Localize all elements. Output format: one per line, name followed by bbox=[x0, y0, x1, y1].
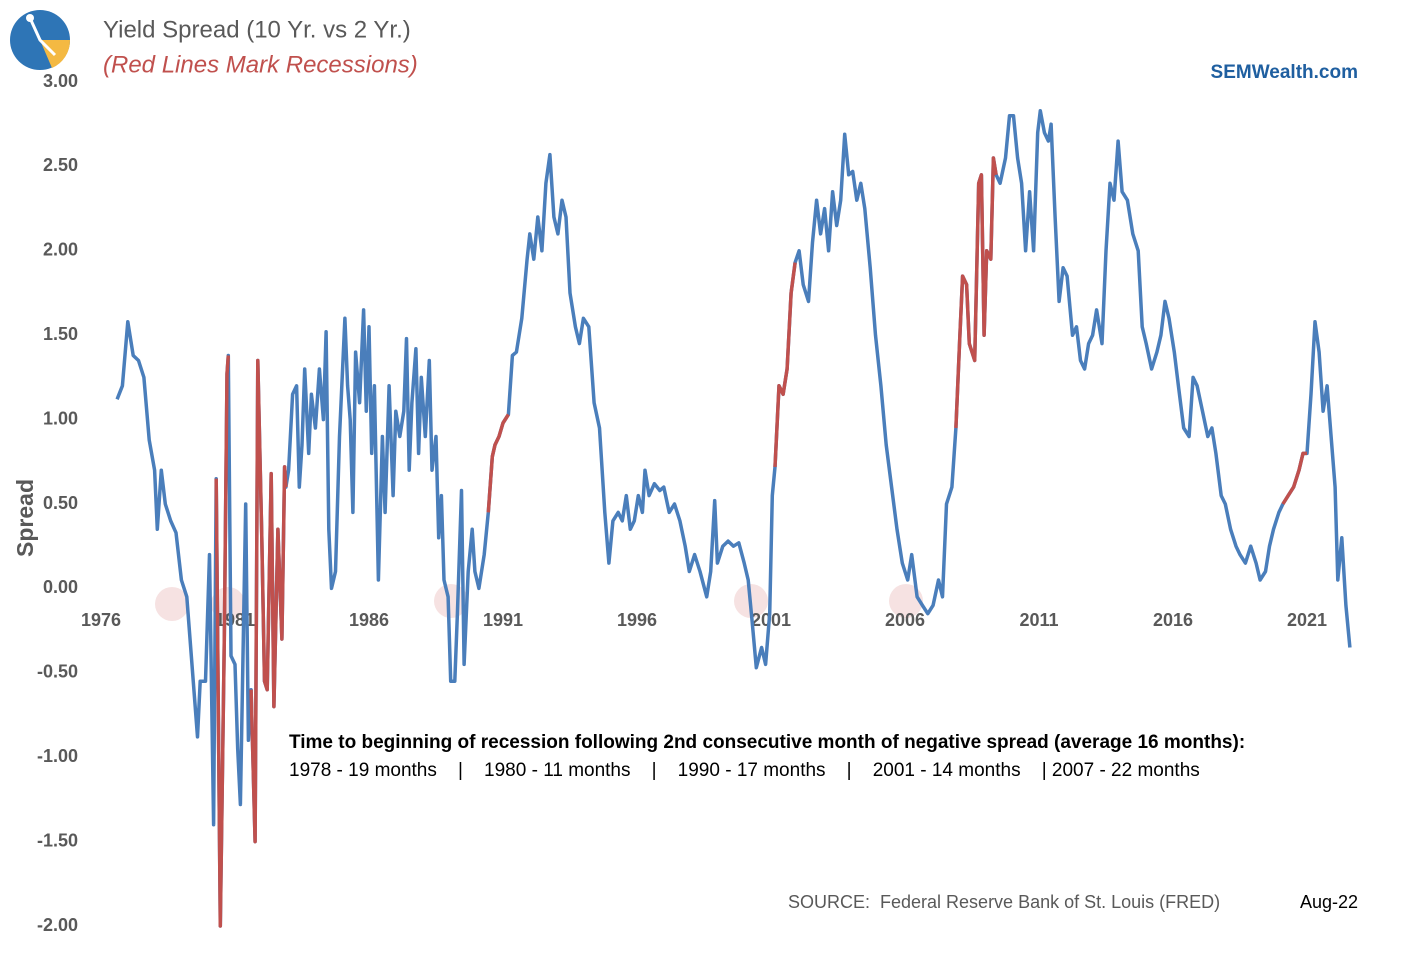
site-label: SEMWealth.com bbox=[1211, 62, 1358, 83]
x-tick-label: 1986 bbox=[349, 610, 389, 630]
logo bbox=[10, 10, 71, 70]
y-tick-label: 3.00 bbox=[43, 71, 78, 91]
y-tick-label: 0.50 bbox=[43, 493, 78, 513]
series-line bbox=[115, 108, 1352, 928]
x-tick-label: 2006 bbox=[885, 610, 925, 630]
date-label: Aug-22 bbox=[1300, 892, 1358, 912]
y-tick-label: -0.50 bbox=[37, 662, 78, 682]
y-tick-label: -1.00 bbox=[37, 746, 78, 766]
y-axis-label: Spread bbox=[12, 479, 38, 557]
x-tick-label: 2011 bbox=[1019, 610, 1058, 630]
y-tick-label: 1.50 bbox=[43, 324, 78, 344]
x-tick-label: 1981 bbox=[215, 610, 255, 630]
chart-subtitle: (Red Lines Mark Recessions) bbox=[103, 51, 418, 78]
annotation-details: 1978 - 19 months | 1980 - 11 months | 19… bbox=[289, 760, 1200, 781]
annotation-heading: Time to beginning of recession following… bbox=[289, 732, 1245, 753]
y-tick-label: -1.50 bbox=[37, 830, 78, 850]
y-tick-label: -2.00 bbox=[37, 915, 78, 935]
x-tick-label: 1991 bbox=[483, 610, 523, 630]
source: SOURCE: Federal Reserve Bank of St. Loui… bbox=[788, 892, 1220, 912]
x-tick-label: 1976 bbox=[81, 610, 121, 630]
series-line bbox=[214, 156, 1307, 928]
y-tick-label: 0.00 bbox=[43, 577, 78, 597]
y-tick-label: 2.50 bbox=[43, 155, 78, 175]
x-tick-label: 2001 bbox=[751, 610, 791, 630]
y-tick-label: 2.00 bbox=[43, 240, 78, 260]
x-tick-label: 2021 bbox=[1287, 610, 1327, 630]
x-tick-label: 2016 bbox=[1153, 610, 1193, 630]
recession-highlights bbox=[155, 584, 923, 621]
y-tick-label: 1.00 bbox=[43, 408, 78, 428]
x-tick-label: 1996 bbox=[617, 610, 657, 630]
chart-title: Yield Spread (10 Yr. vs 2 Yr.) bbox=[103, 16, 411, 43]
